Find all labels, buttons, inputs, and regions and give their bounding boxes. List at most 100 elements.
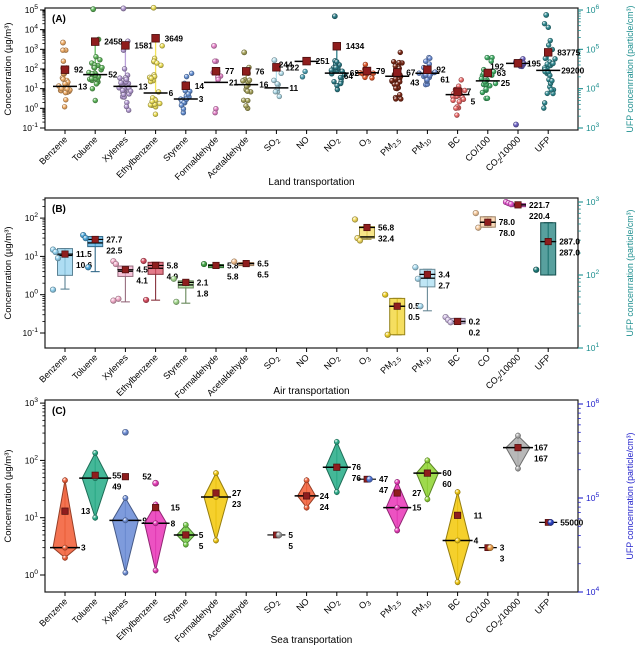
x-tick-label: CO/100 — [463, 596, 492, 625]
data-point — [52, 248, 59, 256]
data-point — [60, 76, 66, 82]
x-tick-label: Toluene — [70, 134, 99, 163]
mean-marker — [242, 260, 250, 268]
y-axis-tick-label: 101 — [25, 83, 38, 94]
data-point — [356, 237, 364, 244]
right-axis-tick-label: 105 — [586, 492, 599, 503]
median-label: 16 — [259, 80, 269, 90]
data-point — [158, 62, 164, 68]
data-point — [542, 55, 549, 62]
series-styrene: 2.11.8 — [170, 275, 209, 305]
mean-marker — [392, 68, 402, 77]
data-point — [183, 73, 190, 80]
x-tick-label: Styrene — [161, 352, 190, 381]
data-point — [549, 78, 555, 84]
mean-marker — [514, 201, 522, 209]
x-tick-label: Benzene — [37, 352, 69, 384]
data-point — [533, 266, 540, 273]
median-label: 11 — [289, 83, 298, 93]
x-tick-label: Xylenes — [100, 596, 130, 626]
series-ethylbenzene: 3649 6 — [143, 4, 183, 117]
data-point — [93, 81, 100, 87]
mean-label: 67 — [406, 67, 416, 77]
data-point — [456, 99, 463, 105]
mean-label: 56.8 — [378, 223, 395, 233]
data-point — [276, 93, 283, 100]
data-point — [154, 60, 160, 66]
data-point — [92, 97, 98, 104]
median-label: 0.2 — [469, 327, 481, 337]
data-point — [271, 57, 278, 64]
data-point — [278, 70, 284, 77]
data-point — [545, 24, 551, 31]
data-point — [547, 37, 553, 44]
x-tick-label: SO2 — [262, 596, 283, 617]
mean-marker — [61, 250, 69, 258]
mean-label: 122 — [285, 62, 299, 72]
data-point — [414, 275, 422, 282]
mean-label: 3 — [500, 543, 505, 553]
data-point — [331, 13, 338, 20]
mean-label: 27 — [412, 488, 422, 498]
median-label: 15 — [412, 503, 422, 513]
mean-marker — [363, 223, 371, 232]
data-point — [366, 475, 373, 483]
mean-marker — [152, 504, 160, 512]
median-label: 9 — [142, 515, 147, 525]
median-label: 32.4 — [378, 234, 395, 244]
right-axis-tick-label: 101 — [586, 342, 599, 353]
data-point — [122, 569, 129, 576]
x-tick-label: NO — [294, 352, 311, 369]
series-benzene: 92 13 — [53, 39, 88, 110]
mean-marker — [181, 81, 190, 90]
x-tick-label: SO2 — [262, 134, 283, 155]
data-point — [548, 87, 555, 93]
mean-marker — [393, 302, 401, 310]
series-pm10: 3.42.7 — [412, 264, 450, 312]
data-point — [550, 60, 556, 67]
series-co: 78.078.0 — [472, 210, 515, 238]
mean-label: 13 — [81, 506, 91, 516]
data-point — [275, 531, 283, 539]
median-label: 76 — [352, 473, 362, 483]
data-point — [173, 298, 180, 305]
y-axis-tick-label: 102 — [25, 212, 38, 223]
median-label: 5 — [471, 97, 476, 107]
series-bc: 0.20.2 — [442, 314, 481, 337]
data-point — [424, 496, 431, 503]
right-axis-tick-label: 104 — [586, 586, 599, 597]
mean-label: 27 — [232, 488, 242, 498]
data-point — [272, 89, 279, 95]
data-point — [245, 97, 251, 104]
y-axis-tick-label: 105 — [25, 4, 38, 15]
x-tick-label: PM10 — [410, 352, 434, 376]
mean-marker — [332, 42, 341, 51]
series-o3: 56.832.4 — [351, 216, 395, 244]
median-label: 3 — [81, 543, 86, 553]
data-point — [62, 554, 68, 561]
mean-label: 5.8 — [167, 260, 179, 270]
mean-label: 79 — [376, 66, 386, 76]
x-tick-label: UFP — [533, 134, 553, 154]
series-o3: 79 64 — [344, 61, 386, 81]
x-tick-label: PM2.5 — [378, 352, 403, 377]
y-axis-tick-label: 103 — [25, 397, 38, 408]
mean-label: 52 — [142, 472, 152, 482]
right-axis-title: UFP concenrration (particle/cm³) — [625, 5, 635, 132]
data-point — [178, 102, 185, 108]
mean-marker — [60, 65, 70, 74]
median-label: 3 — [500, 554, 505, 564]
violin — [144, 503, 168, 571]
mean-marker — [454, 317, 462, 326]
y-axis-title: Concenrration (µg/m³) — [3, 22, 14, 115]
x-tick-label: O3 — [357, 352, 373, 368]
data-point — [427, 55, 433, 61]
data-point — [185, 91, 191, 97]
median-label: 1.8 — [197, 288, 209, 298]
x-tick-label: NO2 — [322, 134, 343, 155]
x-axis-title: Air transportation — [273, 386, 349, 397]
